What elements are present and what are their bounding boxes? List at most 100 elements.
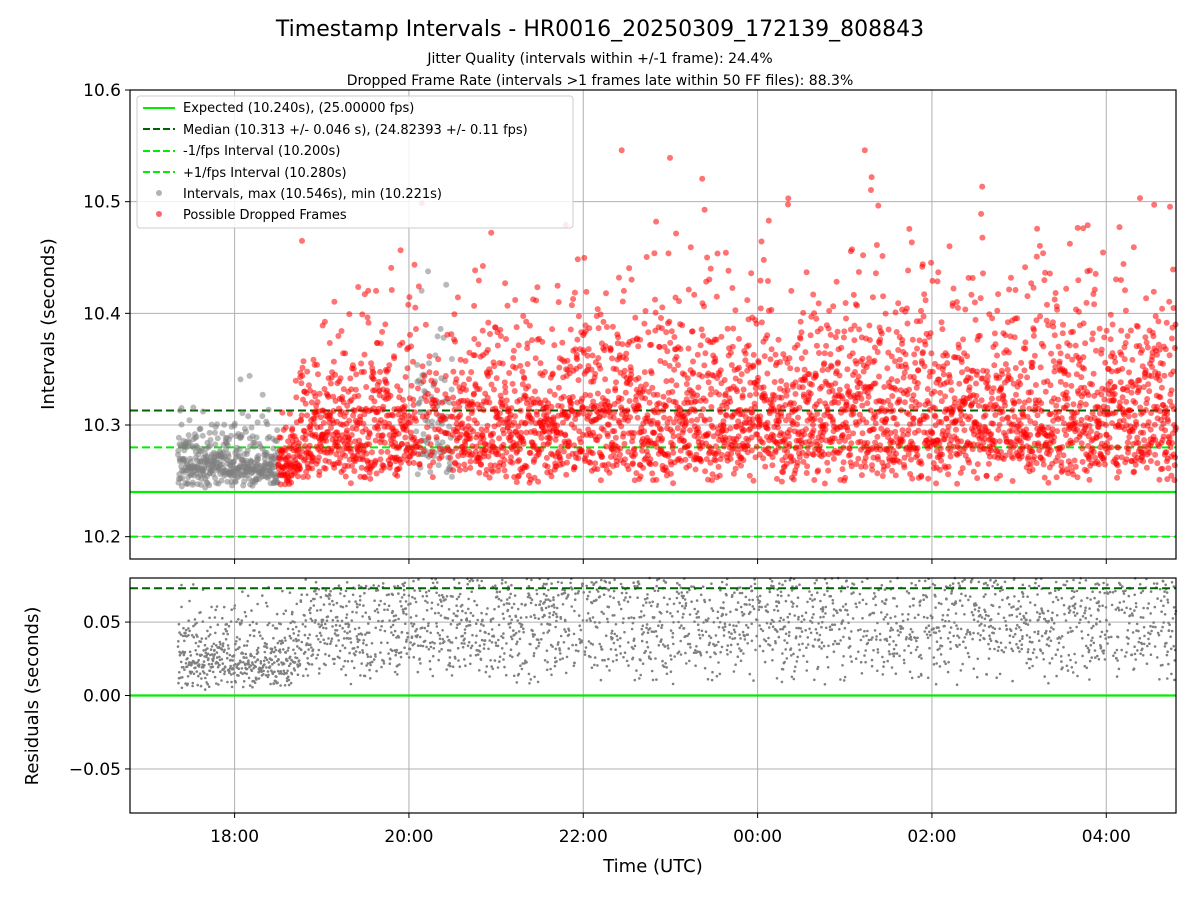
dropped-frame-point [791, 400, 797, 407]
residual-point [207, 657, 210, 660]
residual-point [203, 643, 207, 647]
residual-point [269, 682, 272, 686]
dropped-frame-point [780, 351, 787, 358]
dropped-frame-point [529, 416, 535, 423]
residual-point [358, 651, 362, 654]
dropped-frame-point [909, 475, 916, 482]
residual-point [239, 660, 243, 664]
legend-dropped-label: Possible Dropped Frames [183, 208, 347, 223]
dropped-frame-point [659, 304, 666, 311]
residual-point [273, 670, 276, 674]
dropped-frame-point [663, 329, 670, 336]
residual-point [190, 634, 194, 637]
dropped-frame-point [813, 315, 820, 322]
residual-point [319, 608, 322, 612]
dropped-frame-point [358, 360, 365, 367]
residual-point [245, 667, 249, 671]
dropped-frame-point [408, 343, 415, 350]
dropped-frame-point [751, 404, 758, 411]
residual-point [273, 646, 277, 649]
dropped-frame-point [912, 359, 919, 366]
dropped-frame-point [503, 336, 509, 342]
dropped-frame-point [762, 463, 769, 470]
interval-point [251, 439, 258, 446]
residual-point [186, 682, 189, 686]
residual-point [229, 666, 232, 670]
dropped-frame-point [376, 378, 383, 385]
dropped-frame-point [520, 440, 527, 447]
residual-point [337, 584, 341, 587]
dropped-frame-point [836, 386, 843, 393]
dropped-frame-point [958, 438, 965, 445]
dropped-frame-point [800, 309, 807, 316]
dropped-frame-point [384, 448, 391, 455]
dropped-frame-point [975, 402, 982, 409]
residual-point [299, 648, 303, 651]
dropped-frame-point [401, 412, 408, 419]
interval-point [426, 360, 433, 367]
dropped-frame-point [1147, 426, 1154, 433]
dropped-frame-point [699, 175, 706, 182]
dropped-frame-point [964, 353, 971, 360]
dropped-frame-point [649, 417, 656, 424]
residual-point [350, 659, 354, 663]
dropped-frame-point [1154, 351, 1160, 358]
interval-point [178, 421, 185, 428]
residual-point [226, 656, 229, 660]
dropped-frame-point [639, 447, 646, 454]
dropped-frame-point [656, 344, 663, 350]
dropped-frame-point [1143, 339, 1150, 346]
residual-point [193, 618, 197, 621]
dropped-frame-point [1021, 367, 1028, 374]
residual-point [221, 616, 224, 620]
dropped-frame-point [1154, 460, 1161, 467]
dropped-frame-point [868, 174, 875, 181]
dropped-frame-point [327, 380, 334, 387]
dropped-frame-point [1101, 334, 1108, 341]
dropped-frame-point [980, 270, 986, 277]
dropped-frame-point [546, 439, 552, 446]
dropped-frame-point [665, 250, 672, 257]
residual-point [301, 623, 305, 626]
residual-point [198, 672, 202, 675]
dropped-frame-point [708, 445, 714, 452]
dropped-frame-point [302, 400, 309, 407]
dropped-frame-point [669, 428, 676, 435]
dropped-frame-point [840, 459, 847, 466]
dropped-frame-point [337, 375, 344, 382]
dropped-frame-point [816, 443, 823, 449]
dropped-frame-point [467, 435, 474, 442]
residual-point [322, 638, 326, 642]
dropped-frame-point [322, 465, 329, 472]
residual-point [292, 648, 295, 652]
dropped-frame-point [479, 263, 486, 269]
dropped-frame-point [1029, 448, 1036, 455]
dropped-frame-point [1157, 408, 1164, 415]
dropped-frame-point [1134, 323, 1141, 330]
dropped-frame-point [918, 460, 925, 467]
dropped-frame-point [724, 325, 731, 332]
residual-point [271, 624, 275, 627]
dropped-frame-point [478, 426, 485, 433]
dropped-frame-point [997, 472, 1004, 479]
residual-point [288, 591, 292, 594]
dropped-frame-point [385, 366, 392, 373]
dropped-frame-point [483, 466, 490, 473]
dropped-frame-point [1075, 277, 1082, 284]
dropped-frame-point [282, 447, 289, 454]
dropped-frame-point [753, 443, 760, 450]
dropped-frame-point [509, 380, 516, 387]
residual-point [296, 673, 300, 676]
interval-point [245, 413, 252, 420]
dropped-frame-point [1086, 476, 1093, 483]
dropped-frame-point [721, 443, 727, 450]
dropped-frame-point [805, 450, 812, 457]
dropped-frame-point [315, 454, 322, 461]
residual-point [249, 664, 253, 667]
residual-point [293, 652, 297, 655]
residual-point [271, 662, 274, 666]
dropped-frame-point [900, 374, 907, 381]
dropped-frame-point [1063, 432, 1069, 438]
residual-point [223, 670, 227, 673]
dropped-frame-point [868, 187, 874, 193]
